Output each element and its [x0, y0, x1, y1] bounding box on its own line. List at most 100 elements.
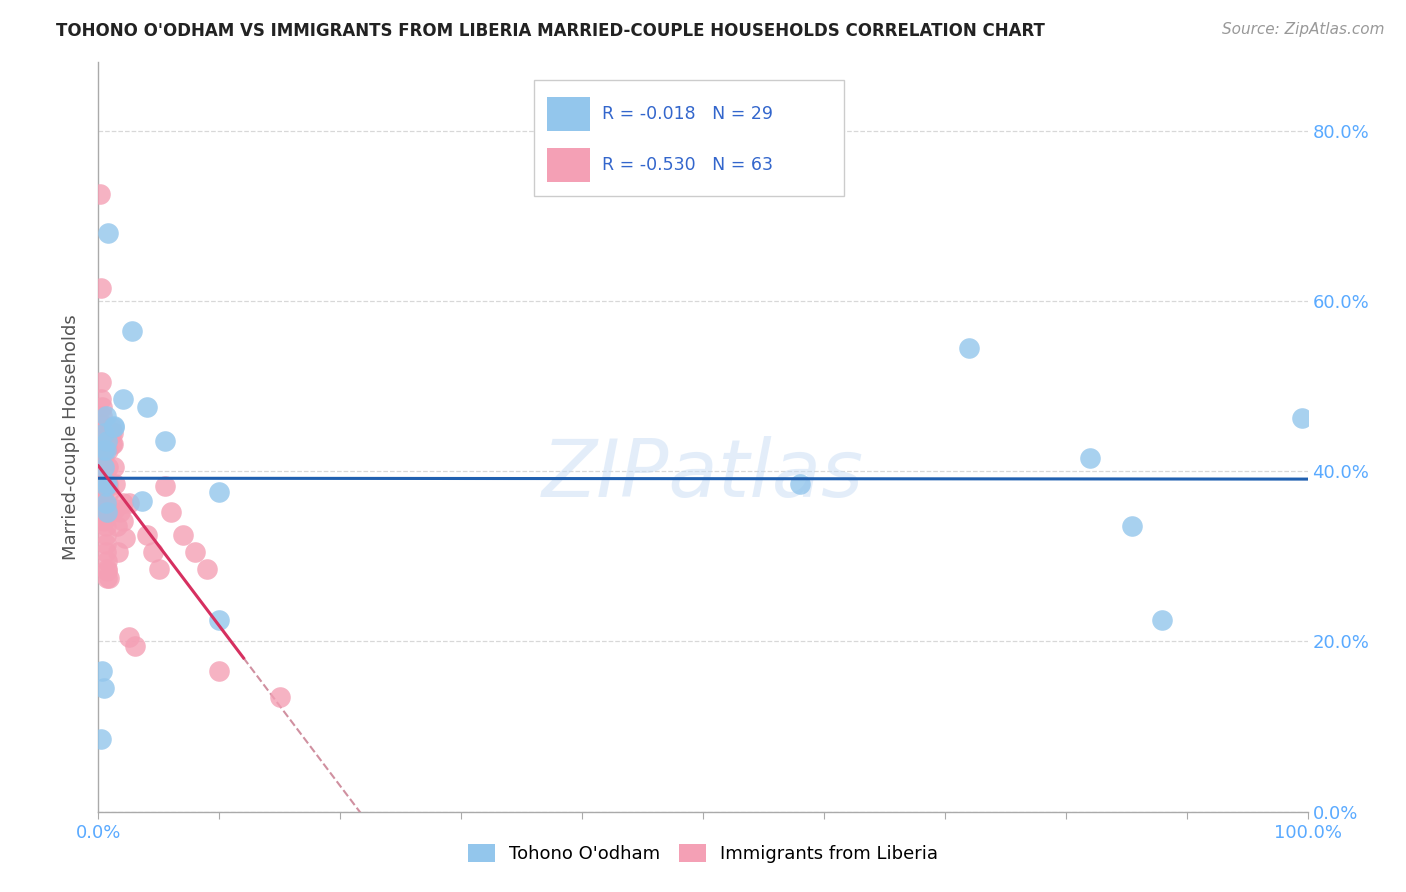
Point: [148, 562, 170, 576]
Point: [96, 505, 118, 519]
Point: [118, 630, 141, 644]
Point: [208, 485, 231, 500]
Point: [96, 434, 118, 449]
Point: [114, 531, 136, 545]
Point: [104, 502, 127, 516]
Point: [269, 690, 291, 704]
Point: [104, 476, 127, 491]
Point: [1121, 519, 1143, 533]
Point: [91, 479, 114, 493]
Point: [93, 496, 115, 510]
Point: [91, 451, 114, 466]
Point: [93, 442, 115, 457]
Point: [103, 420, 125, 434]
Point: [93, 485, 115, 500]
Point: [105, 519, 128, 533]
Point: [96, 476, 118, 491]
Point: [90, 375, 112, 389]
Point: [94, 479, 117, 493]
Point: [94, 519, 117, 533]
Point: [90, 281, 112, 295]
Point: [111, 496, 134, 510]
Point: [103, 419, 125, 434]
Point: [172, 528, 194, 542]
Point: [91, 434, 114, 449]
Text: R = -0.530   N = 63: R = -0.530 N = 63: [602, 156, 773, 174]
Text: Source: ZipAtlas.com: Source: ZipAtlas.com: [1222, 22, 1385, 37]
Point: [91, 434, 114, 449]
Point: [135, 528, 157, 542]
Point: [97, 459, 120, 474]
Point: [100, 428, 122, 442]
Point: [97, 226, 120, 240]
Point: [103, 459, 125, 474]
Point: [94, 536, 117, 550]
Point: [124, 639, 146, 653]
Point: [91, 401, 114, 415]
Point: [97, 476, 120, 491]
Point: [195, 562, 218, 576]
Point: [96, 553, 118, 567]
Point: [93, 459, 115, 474]
Point: [94, 442, 117, 457]
Point: [89, 187, 111, 202]
Point: [153, 479, 176, 493]
Point: [94, 496, 117, 510]
Point: [90, 392, 112, 406]
Point: [93, 425, 115, 440]
Point: [93, 511, 115, 525]
Point: [1291, 411, 1313, 425]
Point: [98, 485, 121, 500]
Point: [93, 681, 115, 696]
Point: [90, 732, 112, 747]
Point: [91, 459, 114, 474]
Point: [91, 476, 114, 491]
Point: [957, 341, 980, 355]
Point: [91, 468, 114, 483]
Point: [96, 564, 118, 578]
Bar: [547, 96, 591, 131]
Point: [101, 425, 124, 440]
Point: [96, 562, 118, 576]
Point: [131, 494, 153, 508]
Point: [108, 505, 131, 519]
Point: [135, 401, 157, 415]
Point: [94, 528, 117, 542]
Point: [96, 571, 118, 585]
Text: ZIPatlas: ZIPatlas: [541, 435, 865, 514]
Point: [121, 324, 143, 338]
Point: [111, 392, 134, 406]
Point: [91, 442, 114, 457]
Point: [91, 462, 114, 476]
Bar: [547, 147, 591, 182]
Point: [184, 545, 207, 559]
Point: [91, 409, 114, 423]
Point: [1078, 451, 1101, 466]
Point: [97, 442, 120, 457]
Point: [142, 545, 165, 559]
FancyBboxPatch shape: [534, 80, 844, 196]
Point: [208, 664, 231, 678]
Point: [1152, 613, 1174, 627]
Legend: Tohono O'odham, Immigrants from Liberia: Tohono O'odham, Immigrants from Liberia: [461, 837, 945, 870]
Point: [91, 417, 114, 432]
Y-axis label: Married-couple Households: Married-couple Households: [62, 314, 80, 560]
Point: [160, 505, 183, 519]
Point: [93, 502, 115, 516]
Point: [100, 437, 122, 451]
Point: [118, 496, 141, 510]
Text: R = -0.018   N = 29: R = -0.018 N = 29: [602, 105, 773, 123]
Point: [91, 664, 114, 678]
Point: [111, 514, 134, 528]
Point: [94, 409, 117, 423]
Point: [153, 434, 176, 449]
Point: [101, 437, 124, 451]
Point: [91, 425, 114, 440]
Point: [208, 613, 231, 627]
Point: [91, 442, 114, 457]
Point: [100, 420, 122, 434]
Text: TOHONO O'ODHAM VS IMMIGRANTS FROM LIBERIA MARRIED-COUPLE HOUSEHOLDS CORRELATION : TOHONO O'ODHAM VS IMMIGRANTS FROM LIBERI…: [56, 22, 1045, 40]
Point: [107, 545, 129, 559]
Point: [98, 571, 121, 585]
Point: [789, 476, 811, 491]
